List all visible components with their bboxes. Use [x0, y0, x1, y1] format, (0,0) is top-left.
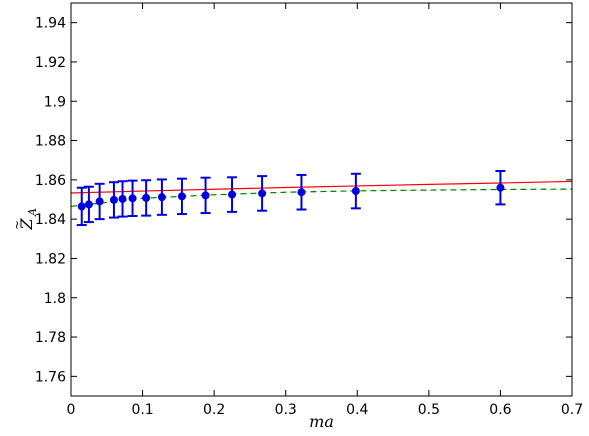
- x-tick-label: 0.7: [561, 402, 583, 418]
- data-point: [496, 183, 505, 192]
- data-point: [258, 189, 267, 198]
- x-tick-label: 0.3: [275, 402, 297, 418]
- y-axis-title-accent: ~: [10, 220, 24, 230]
- plot-background: [71, 3, 572, 396]
- y-tick-label: 1.82: [35, 251, 66, 267]
- y-axis-title-subscript: A: [26, 208, 39, 217]
- y-axis-title-main: Z: [17, 218, 36, 231]
- data-point: [128, 194, 137, 203]
- y-tick-label: 1.86: [35, 173, 66, 189]
- y-tick-label: 1.92: [35, 55, 66, 71]
- fit-line-dashed: [70, 188, 573, 207]
- fit-line-solid: [70, 180, 573, 194]
- y-tick-label: 1.8: [44, 291, 66, 307]
- data-point: [297, 188, 306, 197]
- x-tick-label: 0.5: [418, 402, 440, 418]
- x-axis-title: ma: [309, 412, 334, 431]
- data-point: [118, 194, 127, 203]
- y-tick-label: 1.94: [35, 16, 66, 32]
- plot-frame: [70, 2, 573, 397]
- data-point: [157, 193, 166, 202]
- tick-labels: 0 0.1 0.2 0.3 0.4 0.5 0.6 0.7 1.76 1.78 1.8 1.82 1.8…: [35, 16, 583, 418]
- data-points: [76, 170, 506, 227]
- x-tick-label: 0.2: [203, 402, 225, 418]
- x-tick-label: 0.6: [489, 402, 511, 418]
- fit-lines: [70, 180, 573, 207]
- x-tick-label: 0.1: [131, 402, 153, 418]
- data-point: [201, 191, 210, 200]
- y-tick-label: 1.84: [35, 212, 66, 228]
- y-tick-label: 1.76: [35, 369, 66, 385]
- y-tick-label: 1.9: [44, 94, 66, 110]
- data-point: [109, 195, 118, 204]
- data-point: [95, 197, 104, 206]
- data-point: [77, 202, 86, 211]
- data-point: [351, 187, 360, 196]
- data-point: [142, 193, 151, 202]
- x-tick-label: 0.4: [346, 402, 368, 418]
- y-axis-title: Z ~ A: [10, 208, 39, 231]
- data-point: [84, 200, 93, 209]
- y-tick-label: 1.78: [35, 330, 66, 346]
- x-tick-label: 0: [67, 402, 76, 418]
- y-tick-label: 1.88: [35, 134, 66, 150]
- data-point: [177, 192, 186, 201]
- axis-ticks: [70, 3, 573, 396]
- data-point: [228, 190, 237, 199]
